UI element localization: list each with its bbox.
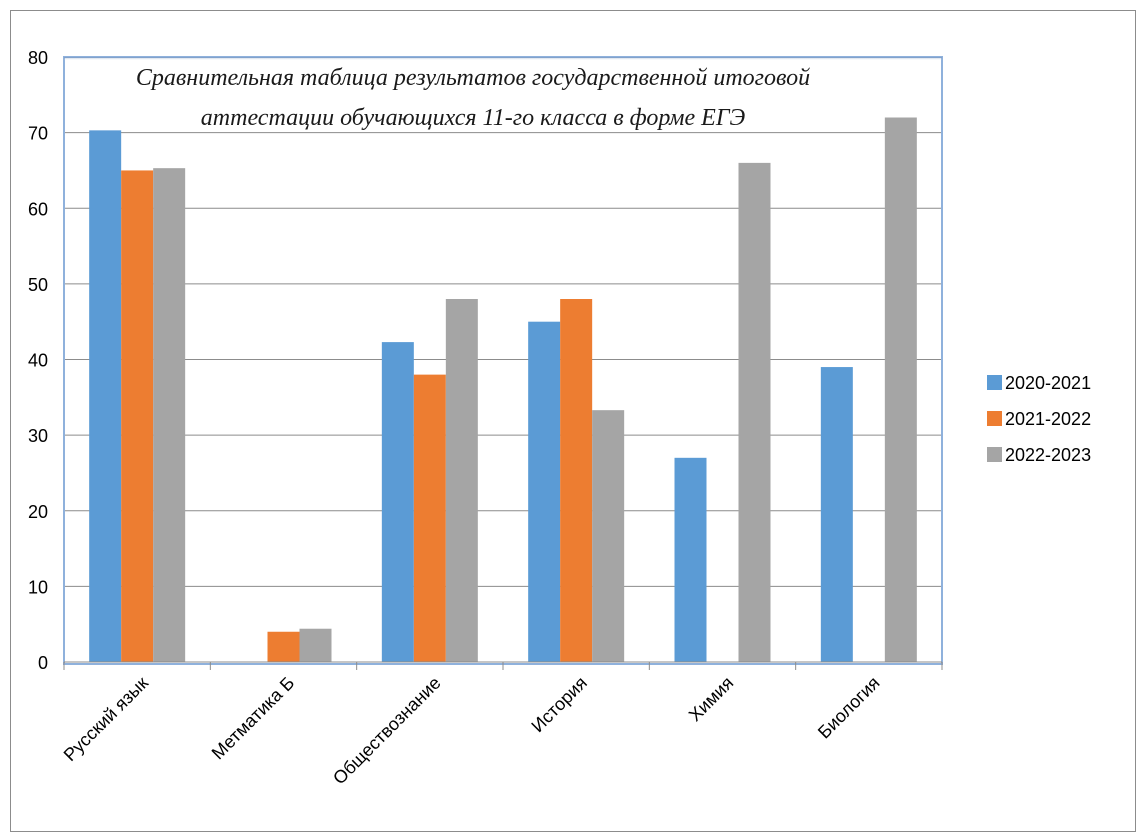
legend-label: 2021-2022 [1005, 409, 1091, 429]
bar-2021-2022-1 [267, 631, 300, 662]
bar-2020-2021-2 [381, 342, 414, 662]
legend: 2020-2021 2021-2022 2022-2023 [987, 373, 1091, 465]
y-tick-label: 20 [28, 502, 48, 522]
bars [89, 117, 917, 662]
bar-2021-2022-0 [121, 170, 154, 662]
bar-2022-2023-0 [153, 168, 186, 662]
gridlines [64, 56, 942, 587]
legend-swatch [987, 411, 1002, 426]
x-category-label: Метматика Б [208, 673, 299, 764]
bar-2022-2023-4 [738, 162, 771, 662]
plot-area-border [63, 56, 943, 665]
bar-2021-2022-2 [413, 374, 446, 662]
legend-swatch [987, 447, 1002, 462]
x-category-label: Биология [814, 673, 884, 743]
bar-2022-2023-2 [445, 299, 478, 662]
y-tick-label: 80 [28, 48, 48, 68]
x-category-label: Русский язык [60, 673, 152, 765]
bar-2020-2021-4 [674, 457, 707, 662]
bar-2020-2021-0 [89, 130, 122, 662]
bar-2020-2021-5 [820, 367, 853, 662]
y-tick-label: 30 [28, 426, 48, 446]
bar-2022-2023-3 [592, 410, 625, 662]
bar-2020-2021-3 [528, 321, 561, 662]
chart-title-box: Сравнительная таблица результатов госуда… [63, 56, 943, 665]
y-tick-label: 0 [38, 653, 48, 673]
legend-label: 2020-2021 [1005, 373, 1091, 393]
y-tick-label: 40 [28, 351, 48, 371]
bar-2022-2023-5 [884, 117, 917, 662]
y-tick-label: 50 [28, 275, 48, 295]
y-tick-label: 70 [28, 124, 48, 144]
x-category-label: История [527, 673, 591, 737]
title-shadow [64, 57, 942, 71]
y-tick-label: 60 [28, 199, 48, 219]
x-category-label: Химия [685, 673, 738, 726]
bar-2022-2023-1 [299, 628, 332, 662]
legend-swatch [987, 375, 1002, 390]
chart-title-line-2: аттестации обучающихся 11-го класса в фо… [201, 105, 746, 131]
x-category-label: Обществознание [329, 673, 445, 789]
y-tick-label: 10 [28, 577, 48, 597]
chart-title-line-1: Сравнительная таблица результатов госуда… [136, 65, 810, 91]
legend-label: 2022-2023 [1005, 445, 1091, 465]
bar-2021-2022-3 [560, 299, 593, 662]
